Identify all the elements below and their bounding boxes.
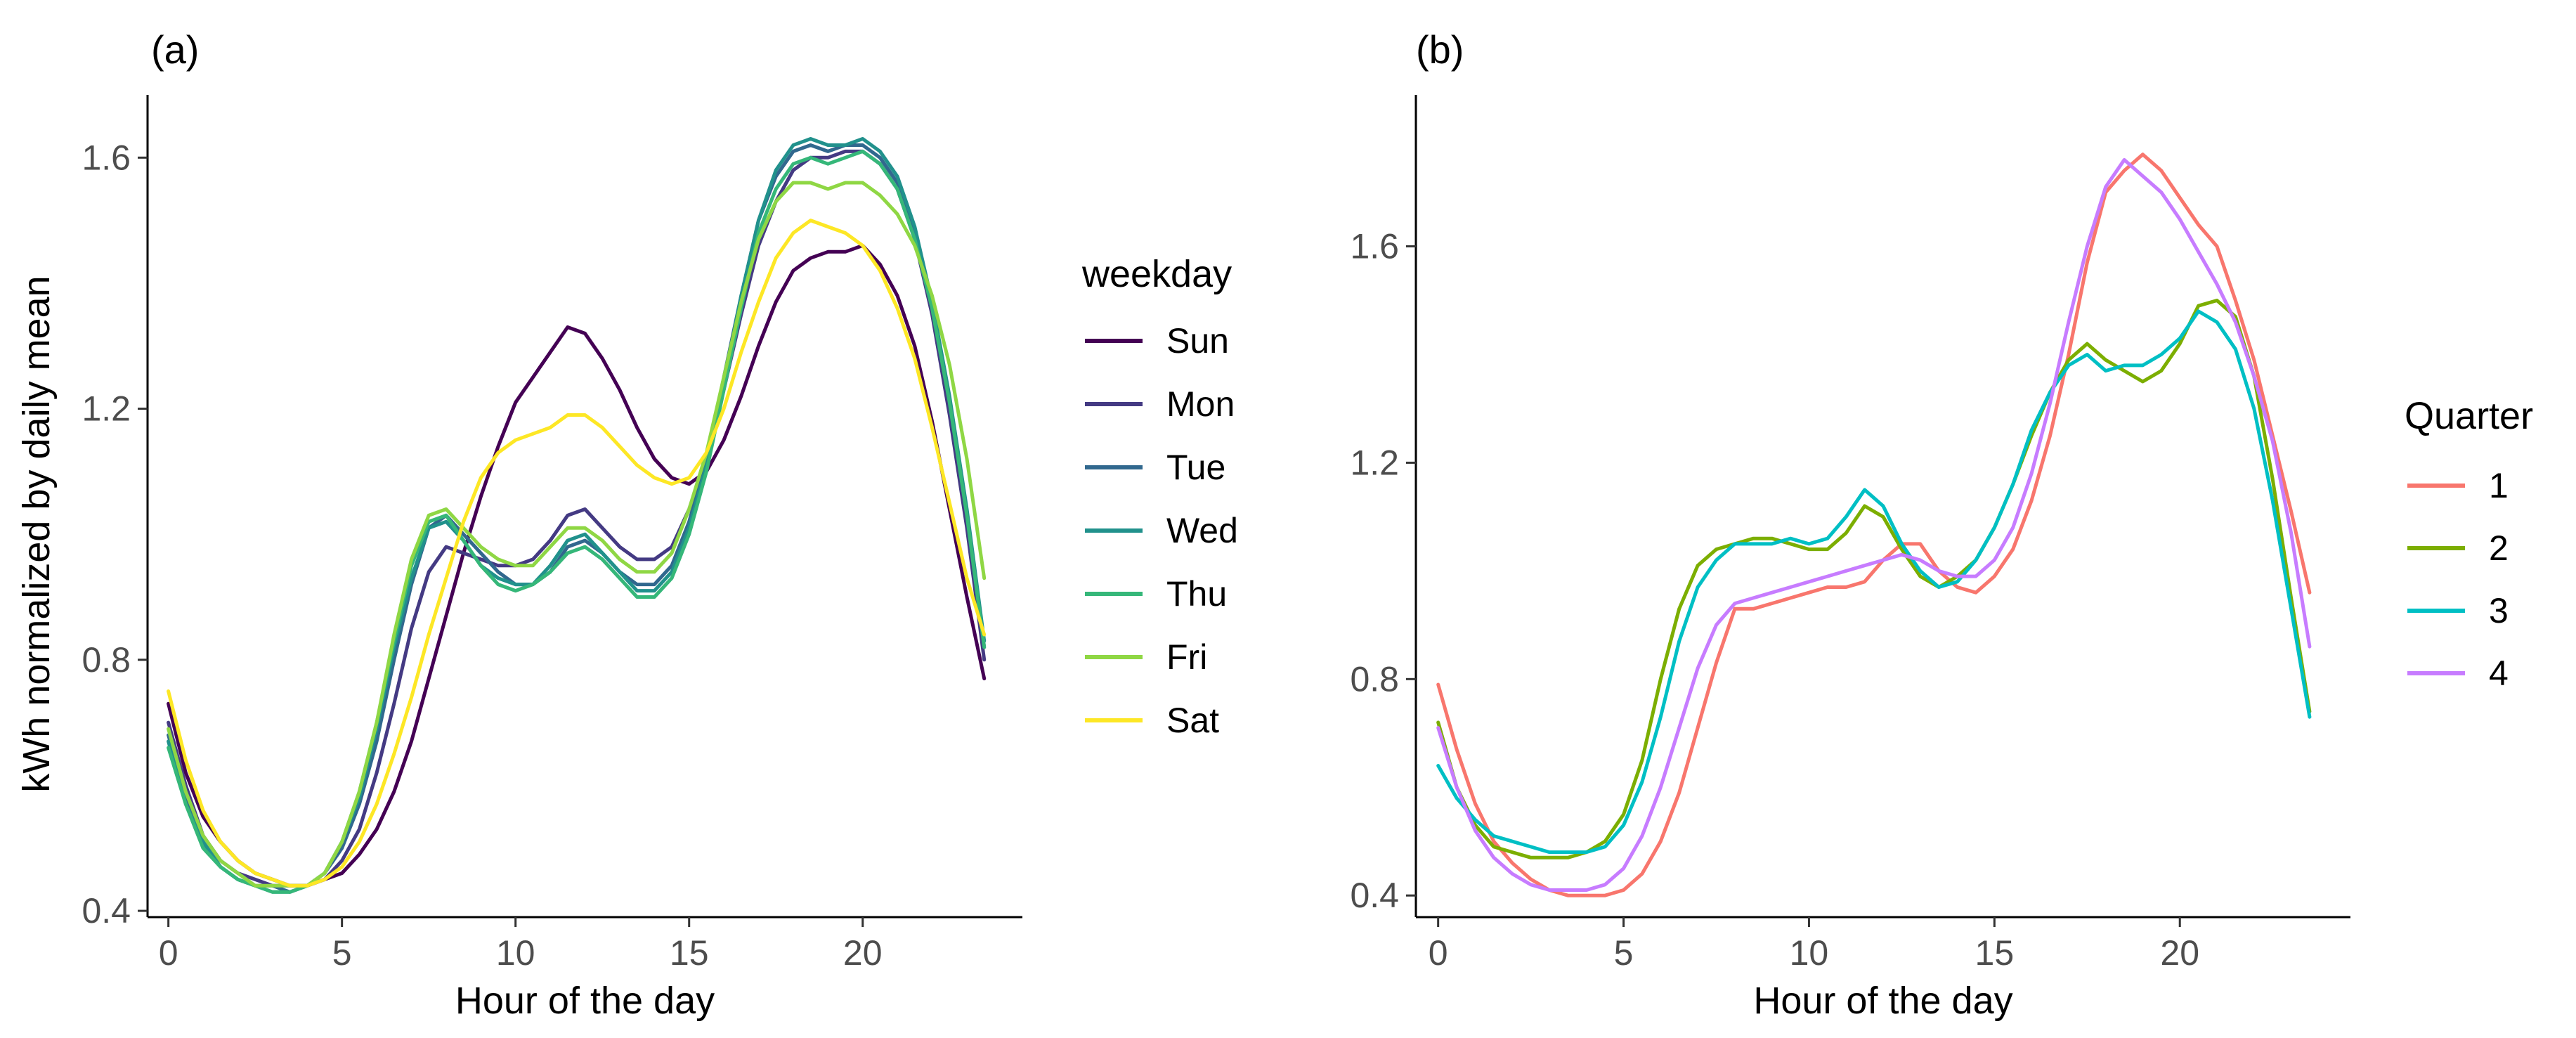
x-tick-label: 5: [1614, 933, 1634, 973]
panel-label: (b): [1416, 27, 1464, 72]
series-line-wed: [167, 137, 987, 894]
y-tick-label: 1.6: [82, 138, 131, 177]
series-line-sat: [167, 219, 987, 888]
legend-label-2: 2: [2489, 528, 2509, 568]
legend-label-1: 1: [2489, 466, 2509, 505]
legend-label-fri: Fri: [1166, 637, 1207, 677]
x-tick-label: 0: [159, 933, 178, 973]
legend-label-tue: Tue: [1166, 448, 1225, 487]
series-line-3: [1436, 309, 2312, 855]
series-line-fri: [167, 181, 987, 888]
y-tick-label: 0.8: [82, 640, 131, 680]
x-tick-label: 15: [1975, 933, 2015, 973]
y-tick-label: 1.2: [1350, 443, 1399, 482]
legend-label-mon: Mon: [1166, 384, 1235, 424]
series-line-thu: [167, 149, 987, 894]
x-tick-label: 20: [2160, 933, 2199, 973]
x-tick-label: 5: [332, 933, 352, 973]
x-tick-label: 20: [843, 933, 883, 973]
legend-title: Quarter: [2405, 395, 2533, 437]
chart-panel-a: (a) 0 5 10 15 20 0.4 0.8 1.2 1.6 Hour of the day kW…: [15, 27, 1238, 1022]
x-axis-title: Hour of the day: [455, 980, 715, 1022]
panel-label: (a): [151, 27, 199, 72]
x-axis-title: Hour of the day: [1753, 980, 2012, 1022]
y-tick-label: 1.6: [1350, 227, 1399, 266]
y-tick-label: 1.2: [82, 389, 131, 429]
x-tick-label: 10: [496, 933, 535, 973]
series-line-sun: [167, 243, 987, 888]
legend-label-sun: Sun: [1166, 321, 1229, 361]
legend-label-wed: Wed: [1166, 511, 1238, 550]
legend: Quarter 1 2 3 4: [2405, 395, 2533, 693]
series-line-2: [1436, 299, 2312, 859]
y-axis-title: kWh normalized by daily mean: [15, 275, 58, 792]
legend-label-thu: Thu: [1166, 574, 1227, 614]
y-tick-label: 0.4: [1350, 876, 1399, 915]
legend-title: weekday: [1081, 253, 1232, 295]
series-line-1: [1436, 153, 2312, 897]
series-line-mon: [167, 149, 987, 888]
x-tick-label: 15: [670, 933, 709, 973]
x-tick-label: 10: [1790, 933, 1829, 973]
x-tick-label: 0: [1429, 933, 1448, 973]
y-tick-label: 0.8: [1350, 659, 1399, 699]
y-tick-label: 0.4: [82, 891, 131, 930]
series-line-4: [1436, 157, 2312, 892]
series-line-tue: [167, 143, 987, 894]
legend-label-4: 4: [2489, 654, 2509, 693]
legend-label-sat: Sat: [1166, 701, 1219, 740]
legend-label-3: 3: [2489, 591, 2509, 630]
chart-panel-b: (b) 0 5 10 15 20 0.4 0.8 1.2 1.6 Hour of the day Qu…: [1350, 27, 2533, 1022]
legend: weekday Sun Mon Tue Wed Thu Fri Sat: [1081, 253, 1238, 740]
